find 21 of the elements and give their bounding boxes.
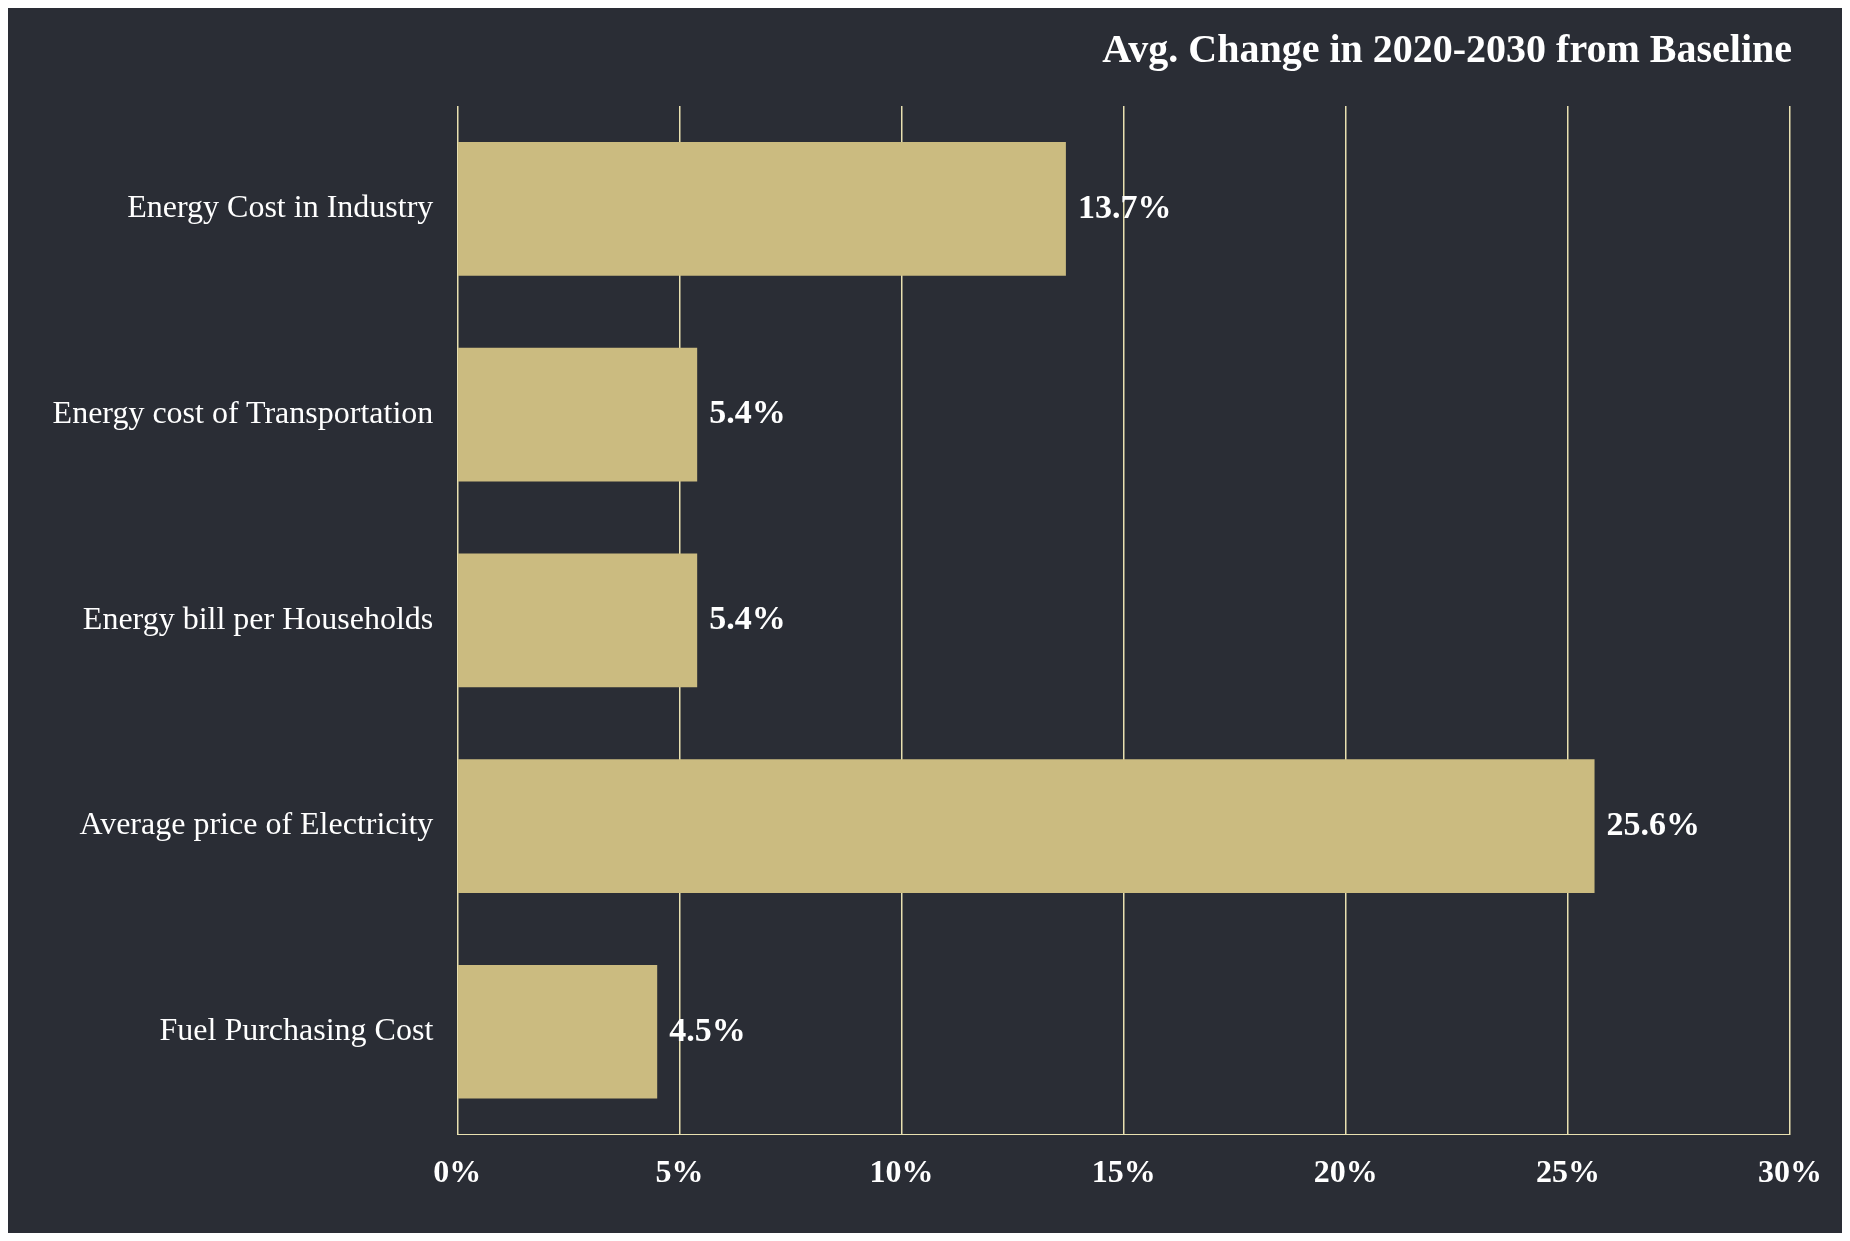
x-tick-label: 25% [1535, 1153, 1600, 1190]
data-label: 5.4% [709, 393, 786, 431]
bar [458, 347, 698, 482]
y-tick-label: Energy cost of Transportation [52, 393, 434, 430]
bar [458, 964, 658, 1099]
y-tick-label: Energy bill per Households [82, 599, 434, 636]
data-label: 5.4% [709, 599, 786, 637]
data-label: 25.6% [1606, 804, 1701, 842]
chart-title: Avg. Change in 2020-2030 from Baseline [1102, 26, 1792, 72]
y-tick-label: Energy Cost in Industry [127, 188, 434, 225]
x-tick-label: 10% [869, 1153, 934, 1190]
bar [458, 142, 1066, 276]
y-tick-label: Fuel Purchasing Cost [159, 1011, 434, 1048]
bar [458, 553, 698, 688]
x-tick-label: 15% [1091, 1153, 1156, 1190]
x-tick-label: 0% [433, 1153, 482, 1190]
x-tick-label: 30% [1758, 1153, 1822, 1190]
x-tick-label: 5% [655, 1153, 704, 1190]
y-tick-label: Average price of Electricity [79, 805, 434, 842]
bar [458, 759, 1595, 893]
x-tick-label: 20% [1313, 1153, 1378, 1190]
